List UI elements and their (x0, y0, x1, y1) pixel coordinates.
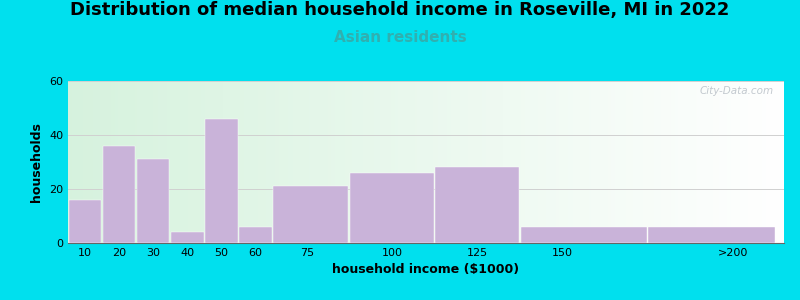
Bar (649, 227, 774, 243)
Y-axis label: households: households (30, 122, 43, 202)
Bar (103, 146, 135, 243)
Bar (435, 167, 519, 243)
Bar (69, 200, 102, 243)
Bar (274, 186, 349, 243)
Text: Asian residents: Asian residents (334, 30, 466, 45)
Bar (350, 173, 434, 243)
Bar (137, 159, 170, 243)
Text: City-Data.com: City-Data.com (699, 86, 774, 96)
Bar (171, 232, 203, 243)
Text: Distribution of median household income in Roseville, MI in 2022: Distribution of median household income … (70, 2, 730, 20)
Bar (239, 227, 272, 243)
Bar (206, 119, 238, 243)
Bar (521, 227, 646, 243)
X-axis label: household income ($1000): household income ($1000) (333, 263, 519, 276)
